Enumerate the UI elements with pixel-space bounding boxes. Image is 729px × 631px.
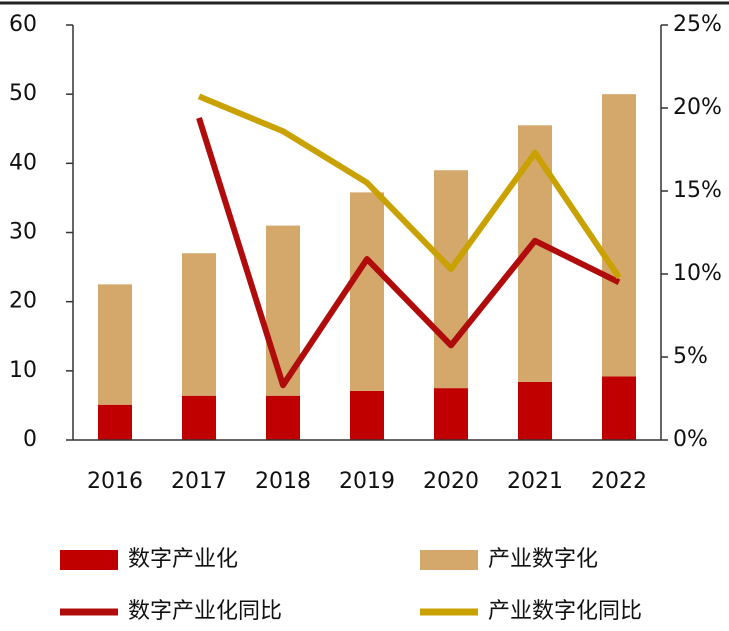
legend-label: 数字产业化同比 bbox=[128, 599, 282, 624]
y2-tick-label: 10% bbox=[673, 261, 722, 286]
y2-tick-label: 0% bbox=[673, 427, 708, 452]
bar bbox=[98, 284, 132, 405]
bar bbox=[350, 390, 384, 440]
legend-label: 数字产业化 bbox=[128, 547, 238, 572]
y-tick-label: 0 bbox=[23, 427, 37, 452]
y-tick-label: 30 bbox=[9, 220, 37, 245]
x-tick-label: 2021 bbox=[507, 469, 563, 494]
y-tick-label: 50 bbox=[9, 81, 37, 106]
bar bbox=[602, 376, 636, 440]
y-tick-label: 60 bbox=[9, 12, 37, 37]
x-tick-label: 2017 bbox=[171, 469, 227, 494]
x-tick-label: 2016 bbox=[87, 469, 143, 494]
line bbox=[197, 93, 622, 279]
legend-label: 产业数字化 bbox=[488, 547, 598, 572]
bar bbox=[98, 404, 132, 440]
y2-tick-label: 20% bbox=[673, 95, 722, 120]
bar bbox=[518, 381, 552, 440]
line bbox=[196, 117, 621, 389]
bar bbox=[350, 192, 384, 391]
bar bbox=[434, 170, 468, 389]
legend-swatch bbox=[60, 550, 118, 570]
y-tick-label: 20 bbox=[9, 289, 37, 314]
y-tick-label: 10 bbox=[9, 358, 37, 383]
y2-tick-label: 15% bbox=[673, 178, 722, 203]
y2-tick-label: 25% bbox=[673, 12, 722, 37]
bar bbox=[434, 388, 468, 440]
legend-swatch bbox=[420, 550, 478, 570]
y2-tick-label: 5% bbox=[673, 344, 708, 369]
bar bbox=[602, 94, 636, 377]
y-tick-label: 40 bbox=[9, 150, 37, 175]
legend-label: 产业数字化同比 bbox=[488, 599, 642, 624]
x-tick-label: 2022 bbox=[591, 469, 647, 494]
x-tick-label: 2020 bbox=[423, 469, 479, 494]
bar bbox=[182, 395, 216, 440]
bar bbox=[266, 395, 300, 440]
x-tick-label: 2018 bbox=[255, 469, 311, 494]
bar bbox=[182, 253, 216, 396]
x-tick-label: 2019 bbox=[339, 469, 395, 494]
